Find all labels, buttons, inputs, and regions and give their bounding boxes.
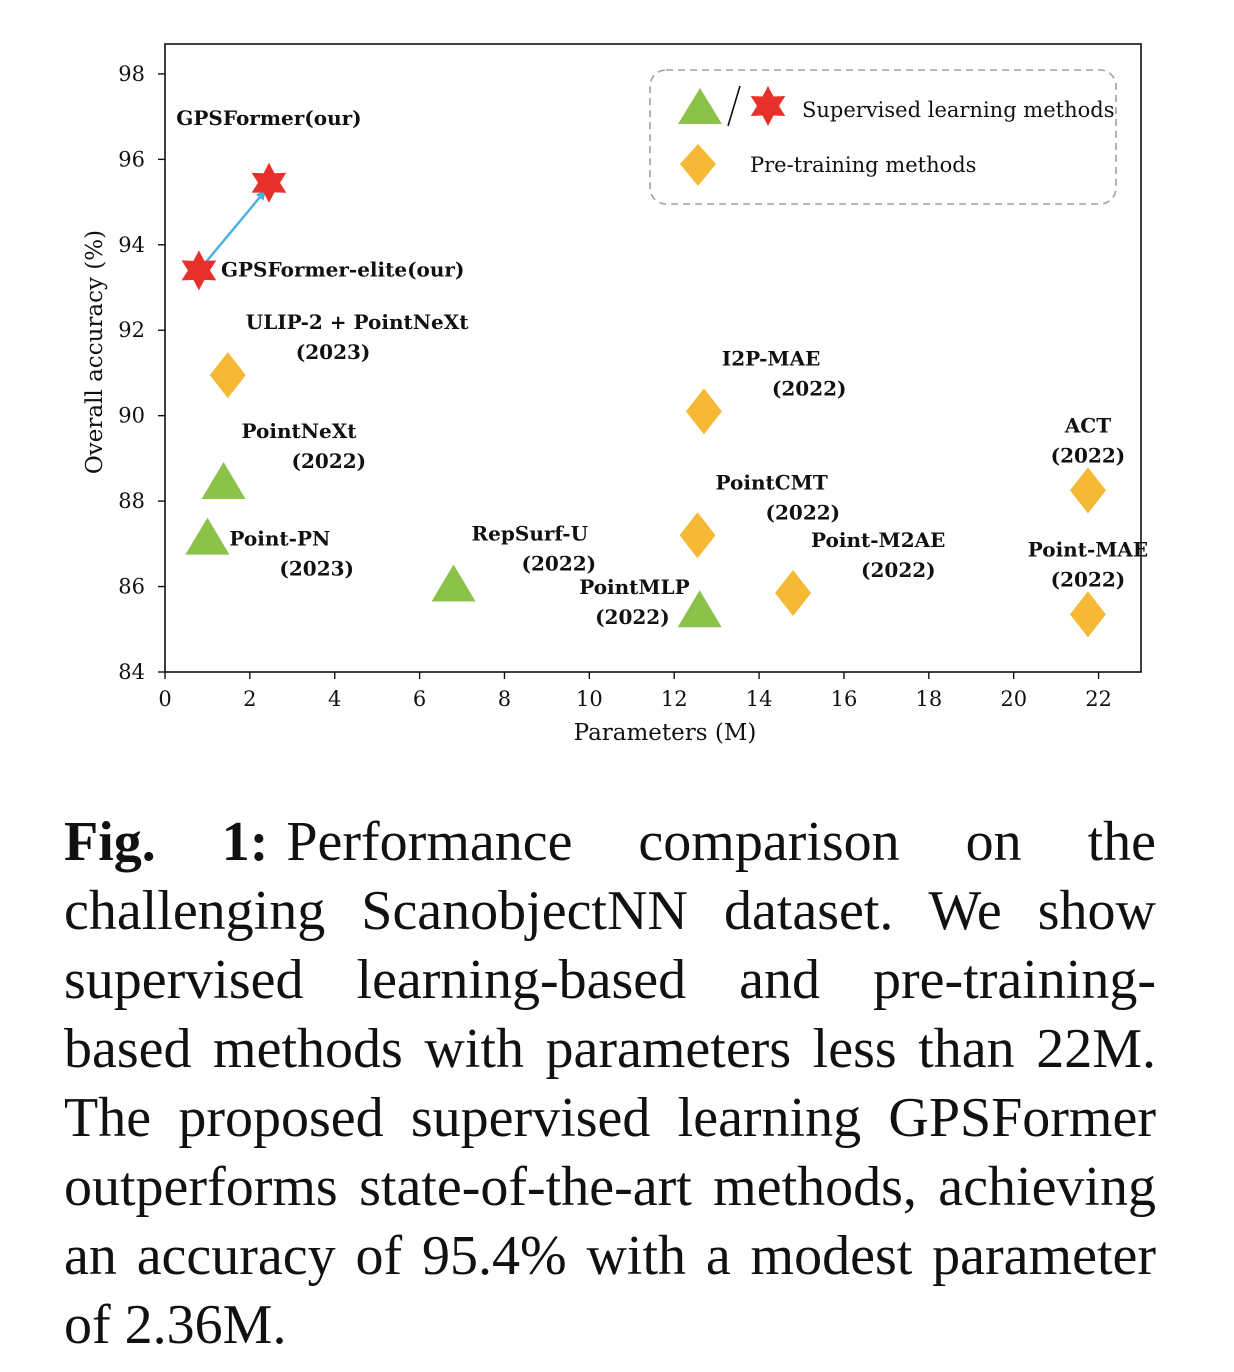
point-gpsformer-our-marker: [251, 162, 287, 203]
legend-label-pretraining: Pre-training methods: [750, 153, 976, 177]
x-axis-title: Parameters (M): [574, 720, 757, 746]
figure-caption: Fig. 1: Performance comparison on the cha…: [64, 808, 1156, 1360]
x-tick-label: 12: [661, 687, 688, 711]
data-points: [181, 162, 1106, 638]
y-tick-label: 90: [118, 404, 145, 428]
x-tick-label: 18: [915, 687, 942, 711]
x-tick-label: 4: [328, 687, 341, 711]
point-point-pn-year: (2023): [279, 557, 354, 581]
x-tick-label: 6: [413, 687, 426, 711]
point-pointnext-marker: [201, 462, 246, 500]
point-labels: GPSFormer(our) GPSFormer-elite(our) ULIP-2…: [176, 106, 1148, 629]
y-tick-label: 86: [118, 575, 145, 599]
point-pointmlp-name: PointMLP: [579, 575, 689, 599]
legend-star-marker: [750, 86, 786, 126]
point-pointmlp-marker: [677, 590, 722, 628]
x-tick-label: 20: [1000, 687, 1027, 711]
point-repsurf-u-year: (2022): [522, 552, 597, 576]
point-repsurf-u-marker: [431, 564, 476, 602]
improvement-arrow: [198, 189, 267, 272]
legend-triangle-marker: [678, 88, 722, 124]
y-tick-label: 94: [118, 233, 145, 257]
point-point-pn-marker: [185, 517, 230, 555]
point-pointnext-year: (2022): [292, 449, 367, 473]
point-gpsformer-elite-our-marker: [181, 250, 217, 291]
x-tick-label: 8: [498, 687, 511, 711]
point-point-m2ae-marker: [775, 569, 812, 616]
y-tick-label: 98: [118, 62, 145, 86]
figure-label: Fig. 1:: [64, 811, 269, 873]
point-ulip-2-pointnext-name: ULIP-2 + PointNeXt: [246, 310, 469, 334]
y-axis-title: Overall accuracy (%): [82, 230, 108, 474]
x-tick-label: 14: [746, 687, 773, 711]
point-point-mae-name: Point-MAE: [1028, 537, 1148, 561]
legend-label-supervised: Supervised learning methods: [802, 98, 1114, 122]
point-act-year: (2022): [1051, 443, 1126, 467]
point-i2p-mae-year: (2022): [772, 376, 847, 400]
legend-box: [649, 69, 1117, 205]
point-point-mae-year: (2022): [1051, 567, 1126, 591]
y-tick-label: 88: [118, 489, 145, 513]
point-act-name: ACT: [1064, 413, 1111, 437]
x-tick-label: 10: [576, 687, 603, 711]
point-pointcmt-marker: [679, 512, 716, 559]
point-gpsformer-our-name: GPSFormer(our): [176, 106, 361, 130]
legend: Supervised learning methods Pre-training…: [649, 69, 1117, 205]
point-pointmlp-year: (2022): [595, 605, 670, 629]
plot-frame: [164, 43, 1142, 673]
scatter-chart: 0 2 4 6 8 10 12 14 16 18 20 22 84 86 88 90 92 94 96 98 Para…: [82, 43, 1148, 746]
point-i2p-mae-marker: [685, 388, 722, 435]
point-pointcmt-name: PointCMT: [716, 470, 828, 494]
point-pointcmt-year: (2022): [766, 500, 841, 524]
y-tick-label: 92: [118, 318, 145, 342]
point-ulip-2-pointnext-year: (2023): [296, 340, 371, 364]
axis-ticks: 0 2 4 6 8 10 12 14 16 18 20 22 84 86 88 90 92 94 96 98: [118, 62, 1112, 711]
legend-slash: [727, 85, 741, 127]
x-tick-label: 0: [158, 687, 171, 711]
point-point-m2ae-name: Point-M2AE: [811, 528, 945, 552]
x-tick-label: 16: [831, 687, 858, 711]
x-tick-label: 2: [243, 687, 256, 711]
point-i2p-mae-name: I2P-MAE: [722, 346, 820, 370]
point-point-m2ae-year: (2022): [861, 558, 936, 582]
point-point-mae-marker: [1069, 591, 1106, 638]
x-tick-label: 22: [1085, 687, 1112, 711]
point-repsurf-u-name: RepSurf-U: [472, 522, 588, 546]
point-gpsformer-elite-our-name: GPSFormer-elite(our): [221, 257, 464, 281]
legend-diamond-marker: [680, 144, 716, 186]
caption-text: Performance comparison on the challengin…: [64, 811, 1156, 1356]
point-point-pn-name: Point-PN: [229, 527, 330, 551]
point-act-marker: [1069, 467, 1106, 514]
y-tick-label: 84: [118, 660, 145, 684]
y-tick-label: 96: [118, 147, 145, 171]
point-pointnext-name: PointNeXt: [242, 419, 358, 443]
point-ulip-2-pointnext-marker: [209, 352, 246, 399]
